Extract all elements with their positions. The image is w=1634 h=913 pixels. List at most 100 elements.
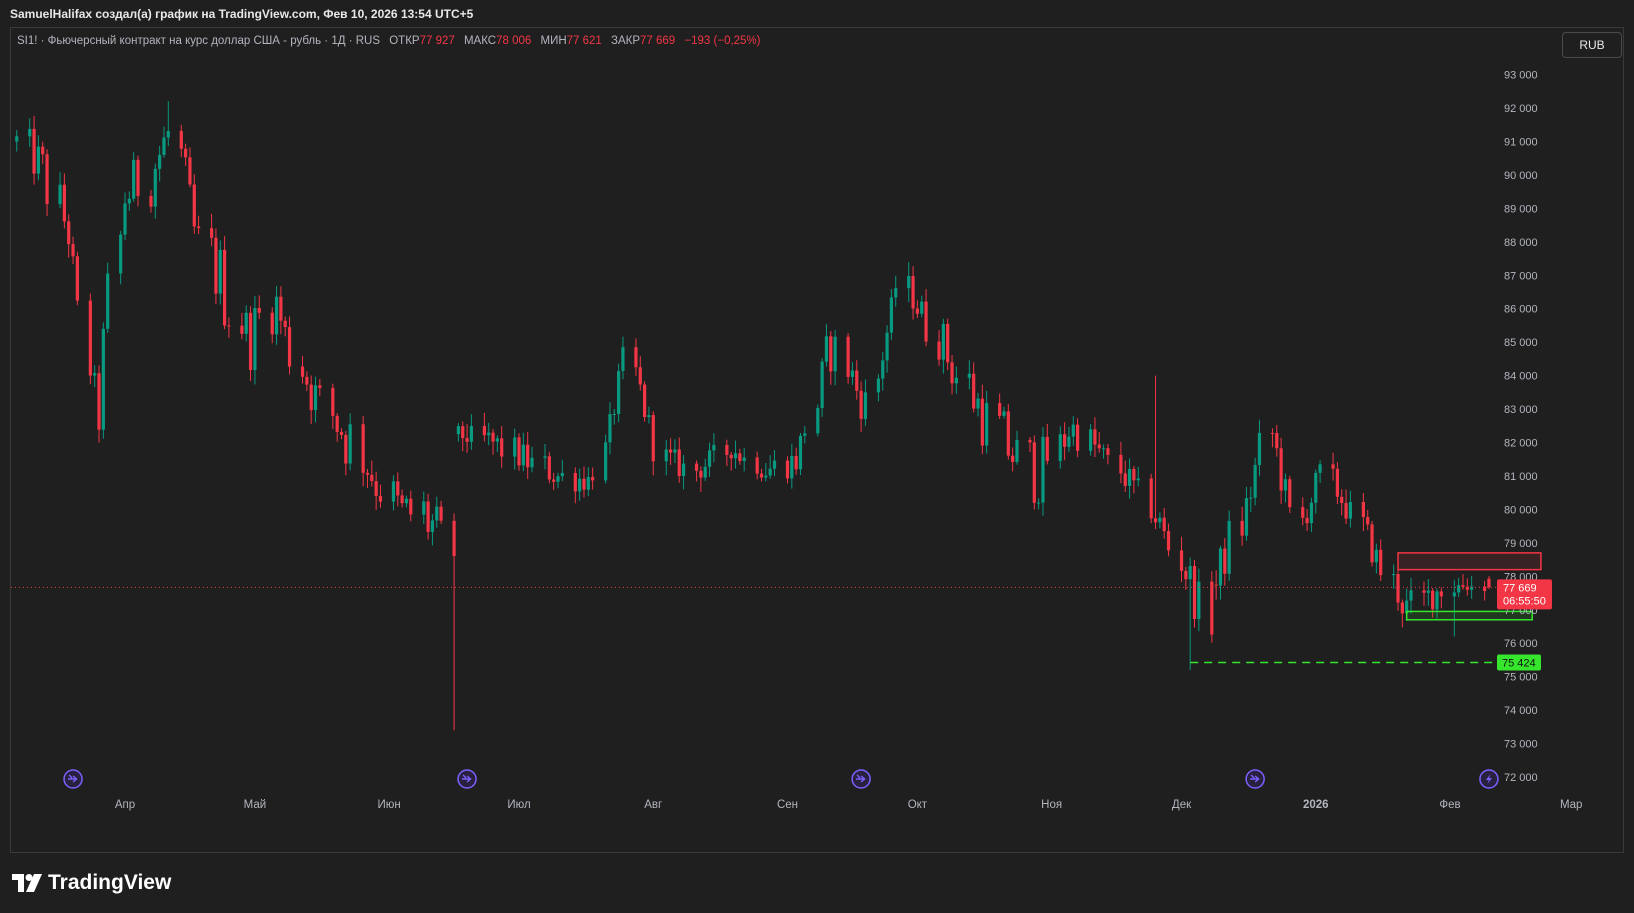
candle-body [1076,424,1080,451]
candle-body [88,300,92,376]
candle-body [132,159,136,199]
candle-body [153,168,157,207]
candle-body [924,301,928,342]
candle-body [1457,585,1461,593]
y-tick-label: 89 000 [1504,203,1538,215]
red-zone-rect[interactable] [1397,552,1542,571]
currency-button[interactable]: RUB [1562,32,1622,58]
candle-body [1344,502,1348,519]
candle-body [950,362,954,384]
candle-body [1179,550,1184,571]
candle-body [36,146,40,174]
rollover-event-icon[interactable] [63,769,83,789]
candle-body [863,392,868,419]
candle-body [820,361,824,409]
candle-body [1015,439,1019,462]
candle-body [1227,520,1231,574]
candle-body [1037,502,1041,504]
rollover-event-icon[interactable] [851,769,871,789]
candle-body [816,408,820,434]
candle-body [941,323,945,360]
candle-body [426,501,430,532]
chart-frame[interactable] [10,27,1624,853]
candle-body [612,413,616,415]
candle-body [1149,478,1153,519]
candle-body [495,438,499,442]
candle-body [1396,573,1400,603]
y-tick-label: 87 000 [1504,270,1538,282]
candle-body [907,275,911,289]
candle-body [1119,454,1123,474]
candle-body [370,474,374,482]
candle-body [772,460,777,469]
candle-body [764,475,768,478]
candle-body [1011,455,1015,462]
candle-body [1288,479,1292,508]
rollover-event-icon[interactable] [457,769,477,789]
candle-body [283,320,287,328]
candle-body [1249,497,1253,499]
candle-body [361,424,365,473]
candle-body [222,249,227,326]
tradingview-logo-icon [12,874,42,892]
candle-body [300,366,305,377]
candle-body [240,325,244,334]
candle-body [591,477,595,481]
candle-body [1431,590,1435,610]
candle-body [1314,472,1318,503]
candle-body [1452,592,1456,597]
open-value: 77 927 [419,35,455,47]
candle-body [1184,570,1188,580]
candle-body [227,325,231,327]
candle-body [790,455,794,479]
flash-event-icon[interactable] [1479,769,1499,789]
symbol-legend: SI1! · Фьючерсный контракт на курс долла… [17,35,761,47]
candle-body [1279,448,1283,491]
candle-body [1002,411,1006,416]
candle-body [638,367,642,385]
x-tick-label: Июл [507,799,530,811]
tradingview-logo: TradingView [12,871,171,895]
candle-body [985,403,989,446]
candle-body [1301,507,1305,518]
candle-body [339,431,344,435]
candle-body [578,478,582,492]
candle-body [703,466,707,478]
rollover-event-icon[interactable] [1245,769,1265,789]
candle-body [1461,585,1465,587]
candle-body [803,433,807,436]
candle-body [733,453,738,459]
candle-body [876,378,881,393]
green-zone-rect[interactable] [1405,610,1534,621]
candle-body [500,438,504,457]
candle-body [409,498,413,515]
candle-body [1244,498,1249,536]
candle-body [348,424,352,464]
candle-body [93,373,97,376]
candle-body [1465,586,1469,590]
x-tick-label: Фев [1439,799,1460,811]
candle-body [15,136,19,142]
candle-body [456,426,461,435]
level-axis-label [1497,654,1541,671]
candle-body [248,312,253,371]
candle-body [1058,434,1062,461]
candle-body [699,470,703,478]
candle-body [694,463,699,471]
candle-body [253,308,257,371]
candle-body [634,347,638,368]
candle-body [309,384,313,411]
candle-body [162,137,166,155]
candle-body [188,157,192,185]
candle-body [707,450,712,467]
symbol-description: SI1! · Фьючерсный контракт на курс долла… [17,35,381,47]
chart-caption: SamuelHalifax создал(а) график на Tradin… [10,7,474,21]
candle-body [1348,502,1352,519]
candle-body [725,444,729,455]
y-tick-label: 88 000 [1504,237,1538,249]
candle-body [435,506,439,521]
candle-body [829,336,833,372]
candle-body [184,148,188,158]
level-axis-value: 75 424 [1502,657,1536,669]
